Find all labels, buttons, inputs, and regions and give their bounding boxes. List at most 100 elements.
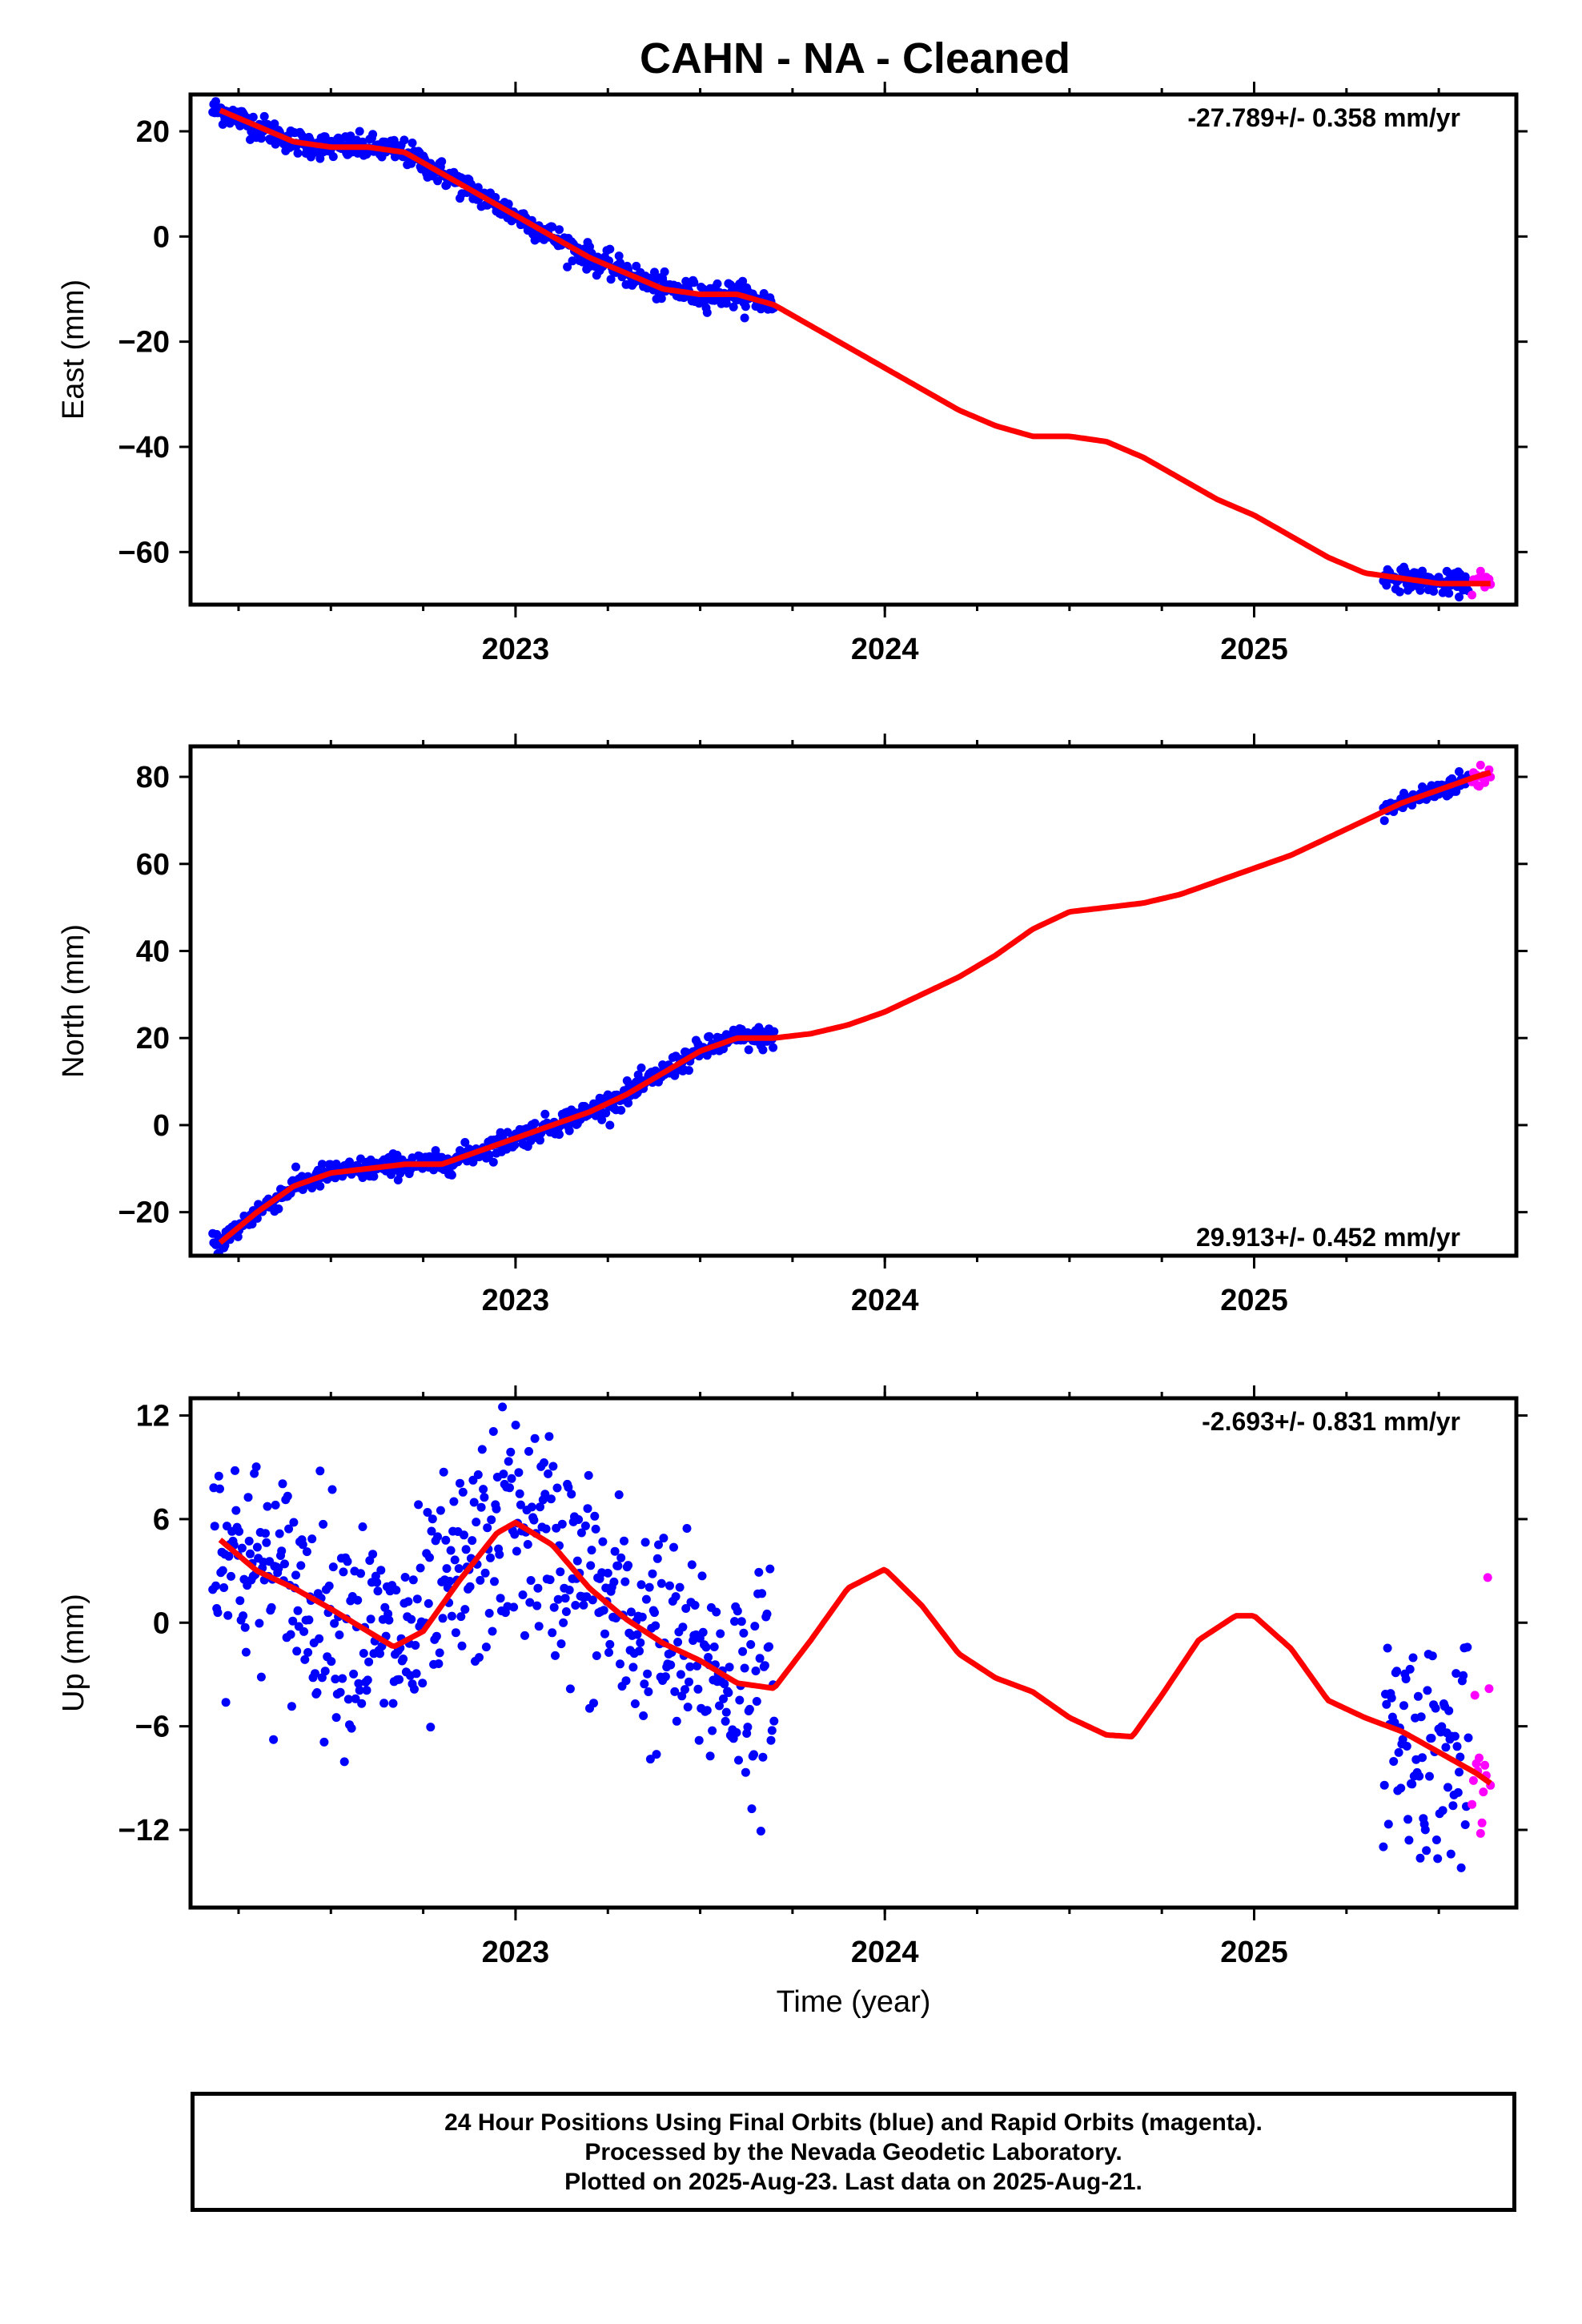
final-point [1463,1642,1472,1652]
final-point [277,1546,287,1556]
final-point [410,1684,419,1694]
final-point [747,1804,757,1814]
final-point [237,1543,247,1553]
final-point [644,1687,653,1696]
final-point [758,1045,768,1055]
final-point [737,1617,746,1626]
final-point [545,1575,555,1585]
final-point [565,1684,575,1694]
plot-frame [188,1396,1519,1910]
final-point [1444,1706,1454,1715]
final-point [376,1566,386,1575]
final-point [636,1638,645,1647]
final-point [652,1750,661,1759]
rapid-point [1468,590,1477,600]
final-point [449,1497,459,1506]
final-point [590,1511,600,1521]
final-point [214,1471,223,1481]
final-point [393,1176,403,1184]
final-point [315,1634,324,1643]
final-point [331,1713,341,1723]
final-point [368,1550,378,1559]
final-point [682,1524,692,1533]
final-point [473,1470,483,1479]
final-point [215,1484,224,1494]
final-point [416,1563,425,1573]
final-point [504,1457,513,1466]
rapid-point [1476,1828,1485,1838]
final-point [523,1540,532,1549]
final-point [423,1508,432,1517]
final-point [536,1502,544,1512]
final-point [503,1128,512,1137]
final-point [518,1590,528,1599]
final-point [733,1606,742,1616]
panel-2: 80 60 40 20 0 −20 2023 2024 2025 North (mm) 29.913… [57,734,1528,1317]
final-point [477,1445,487,1454]
final-point [484,1609,494,1618]
plot-area [208,97,1496,601]
final-point [715,1701,724,1711]
final-point [328,152,338,162]
final-point [599,1606,608,1615]
final-point [364,1657,374,1667]
final-point [460,1138,470,1147]
final-point [330,1618,339,1628]
final-point [1420,1825,1430,1835]
final-point [746,1640,756,1649]
final-point [274,1204,283,1213]
final-point [685,1066,693,1076]
final-point [544,1469,553,1478]
final-point [767,1726,777,1735]
final-point [1394,1747,1403,1757]
final-point [635,1647,644,1656]
final-point [559,1618,568,1627]
final-point [263,1502,272,1511]
final-point [1415,1771,1424,1781]
final-point [765,1564,775,1574]
y-tick-label: 0 [153,1109,170,1143]
final-point [369,1172,379,1181]
final-point [267,1602,276,1612]
final-point [1450,1731,1460,1741]
final-point [1387,1693,1396,1703]
final-point [514,1468,524,1478]
y-tick-label: −6 [135,1711,170,1744]
final-point [460,1605,470,1614]
final-point [592,1651,601,1660]
final-point [704,1653,713,1662]
final-point [442,1564,452,1574]
final-point [362,1686,371,1695]
final-point [476,1502,486,1512]
final-point [603,1568,612,1578]
final-point [356,1569,365,1578]
y-tick-label: −40 [118,431,170,464]
final-point [624,1098,633,1108]
final-point [411,1641,420,1650]
final-point [287,1702,296,1711]
final-point [672,1716,681,1726]
final-point [651,1621,661,1630]
final-point [488,1157,498,1167]
final-point [487,1515,496,1525]
x-tick-label: 2023 [482,1284,550,1317]
final-point [1455,1767,1464,1777]
final-point [315,1181,325,1191]
final-point [379,1699,389,1708]
final-point [451,1628,460,1638]
final-point [437,157,447,167]
final-point [1415,1853,1425,1863]
final-point [553,1594,563,1604]
final-point [248,112,258,122]
y-tick-label: 20 [136,1022,170,1055]
final-point [488,1626,497,1636]
x-tick-label: 2025 [1220,633,1288,666]
final-point [681,1604,691,1613]
final-point [439,1467,448,1477]
y-tick-label: 0 [153,1606,170,1640]
final-point [235,1596,245,1606]
final-point [465,1582,475,1591]
final-point [540,1109,550,1119]
final-point [259,111,269,121]
